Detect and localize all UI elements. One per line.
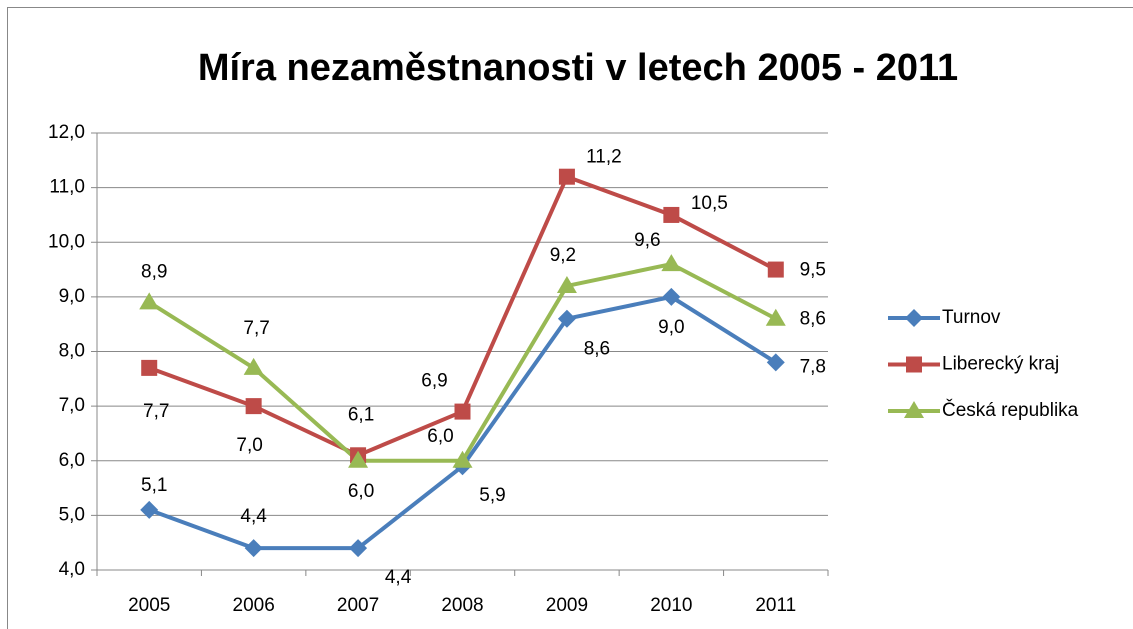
point — [557, 309, 576, 328]
data-label: 10,5 — [691, 193, 728, 214]
point — [139, 292, 160, 310]
data-label: 7,8 — [800, 356, 826, 377]
x-tick-label: 2008 — [441, 595, 483, 616]
point — [767, 261, 784, 278]
data-label: 4,4 — [240, 506, 267, 527]
point — [765, 308, 786, 326]
point — [766, 353, 785, 372]
data-label: 9,0 — [658, 317, 684, 338]
x-tick-label: 2010 — [650, 595, 692, 616]
series-line — [148, 262, 777, 463]
y-tick-label: 9,0 — [59, 286, 85, 307]
data-label: 9,5 — [800, 260, 826, 281]
point — [556, 275, 577, 293]
y-tick-label: 5,0 — [59, 504, 85, 525]
y-tick-label: 4,0 — [59, 559, 85, 580]
data-label: 8,6 — [584, 339, 610, 360]
data-label: 6,9 — [421, 371, 447, 392]
legend-marker — [905, 309, 923, 327]
data-label: 7,7 — [143, 401, 169, 422]
point — [662, 287, 681, 306]
point — [141, 359, 158, 376]
legend-marker — [904, 401, 924, 418]
point — [348, 450, 369, 468]
y-tick-label: 11,0 — [49, 177, 85, 198]
y-tick-label: 7,0 — [59, 395, 85, 416]
data-label: 5,1 — [141, 475, 167, 496]
y-tick-label: 10,0 — [48, 231, 85, 252]
point — [244, 539, 263, 558]
point — [452, 450, 473, 468]
x-tick-label: 2009 — [546, 595, 588, 616]
legend-label: Česká republika — [942, 399, 1079, 421]
x-tick-label: 2011 — [755, 595, 796, 616]
point — [245, 398, 262, 415]
point — [558, 168, 575, 185]
data-label: 8,9 — [141, 261, 167, 282]
point — [661, 254, 682, 272]
data-label: 9,2 — [550, 245, 576, 266]
data-label: 11,2 — [586, 147, 622, 168]
legend-label: Turnov — [942, 307, 1001, 328]
x-tick-label: 2007 — [337, 595, 379, 616]
x-tick-label: 2006 — [233, 595, 275, 616]
data-label: 9,6 — [634, 230, 660, 251]
y-tick-label: 12,0 — [48, 122, 85, 143]
point — [663, 206, 680, 223]
data-label: 6,0 — [348, 481, 374, 502]
data-label: 6,0 — [427, 426, 453, 447]
x-tick-label: 2005 — [128, 595, 170, 616]
point — [243, 357, 264, 375]
data-label: 7,0 — [236, 435, 262, 456]
data-label: 6,1 — [348, 404, 374, 425]
point — [349, 539, 368, 558]
data-label: 7,7 — [243, 318, 269, 339]
data-label: 4,4 — [385, 567, 412, 588]
data-label: 8,6 — [800, 309, 826, 330]
chart-frame — [7, 7, 1133, 629]
legend-marker — [906, 356, 922, 373]
point — [454, 403, 471, 420]
data-label: 5,9 — [479, 485, 505, 506]
legend-label: Liberecký kraj — [942, 354, 1059, 375]
chart-title: Míra nezaměstnanosti v letech 2005 - 201… — [198, 47, 958, 89]
y-tick-label: 6,0 — [59, 450, 85, 471]
y-tick-label: 8,0 — [59, 341, 85, 362]
point — [140, 500, 159, 519]
